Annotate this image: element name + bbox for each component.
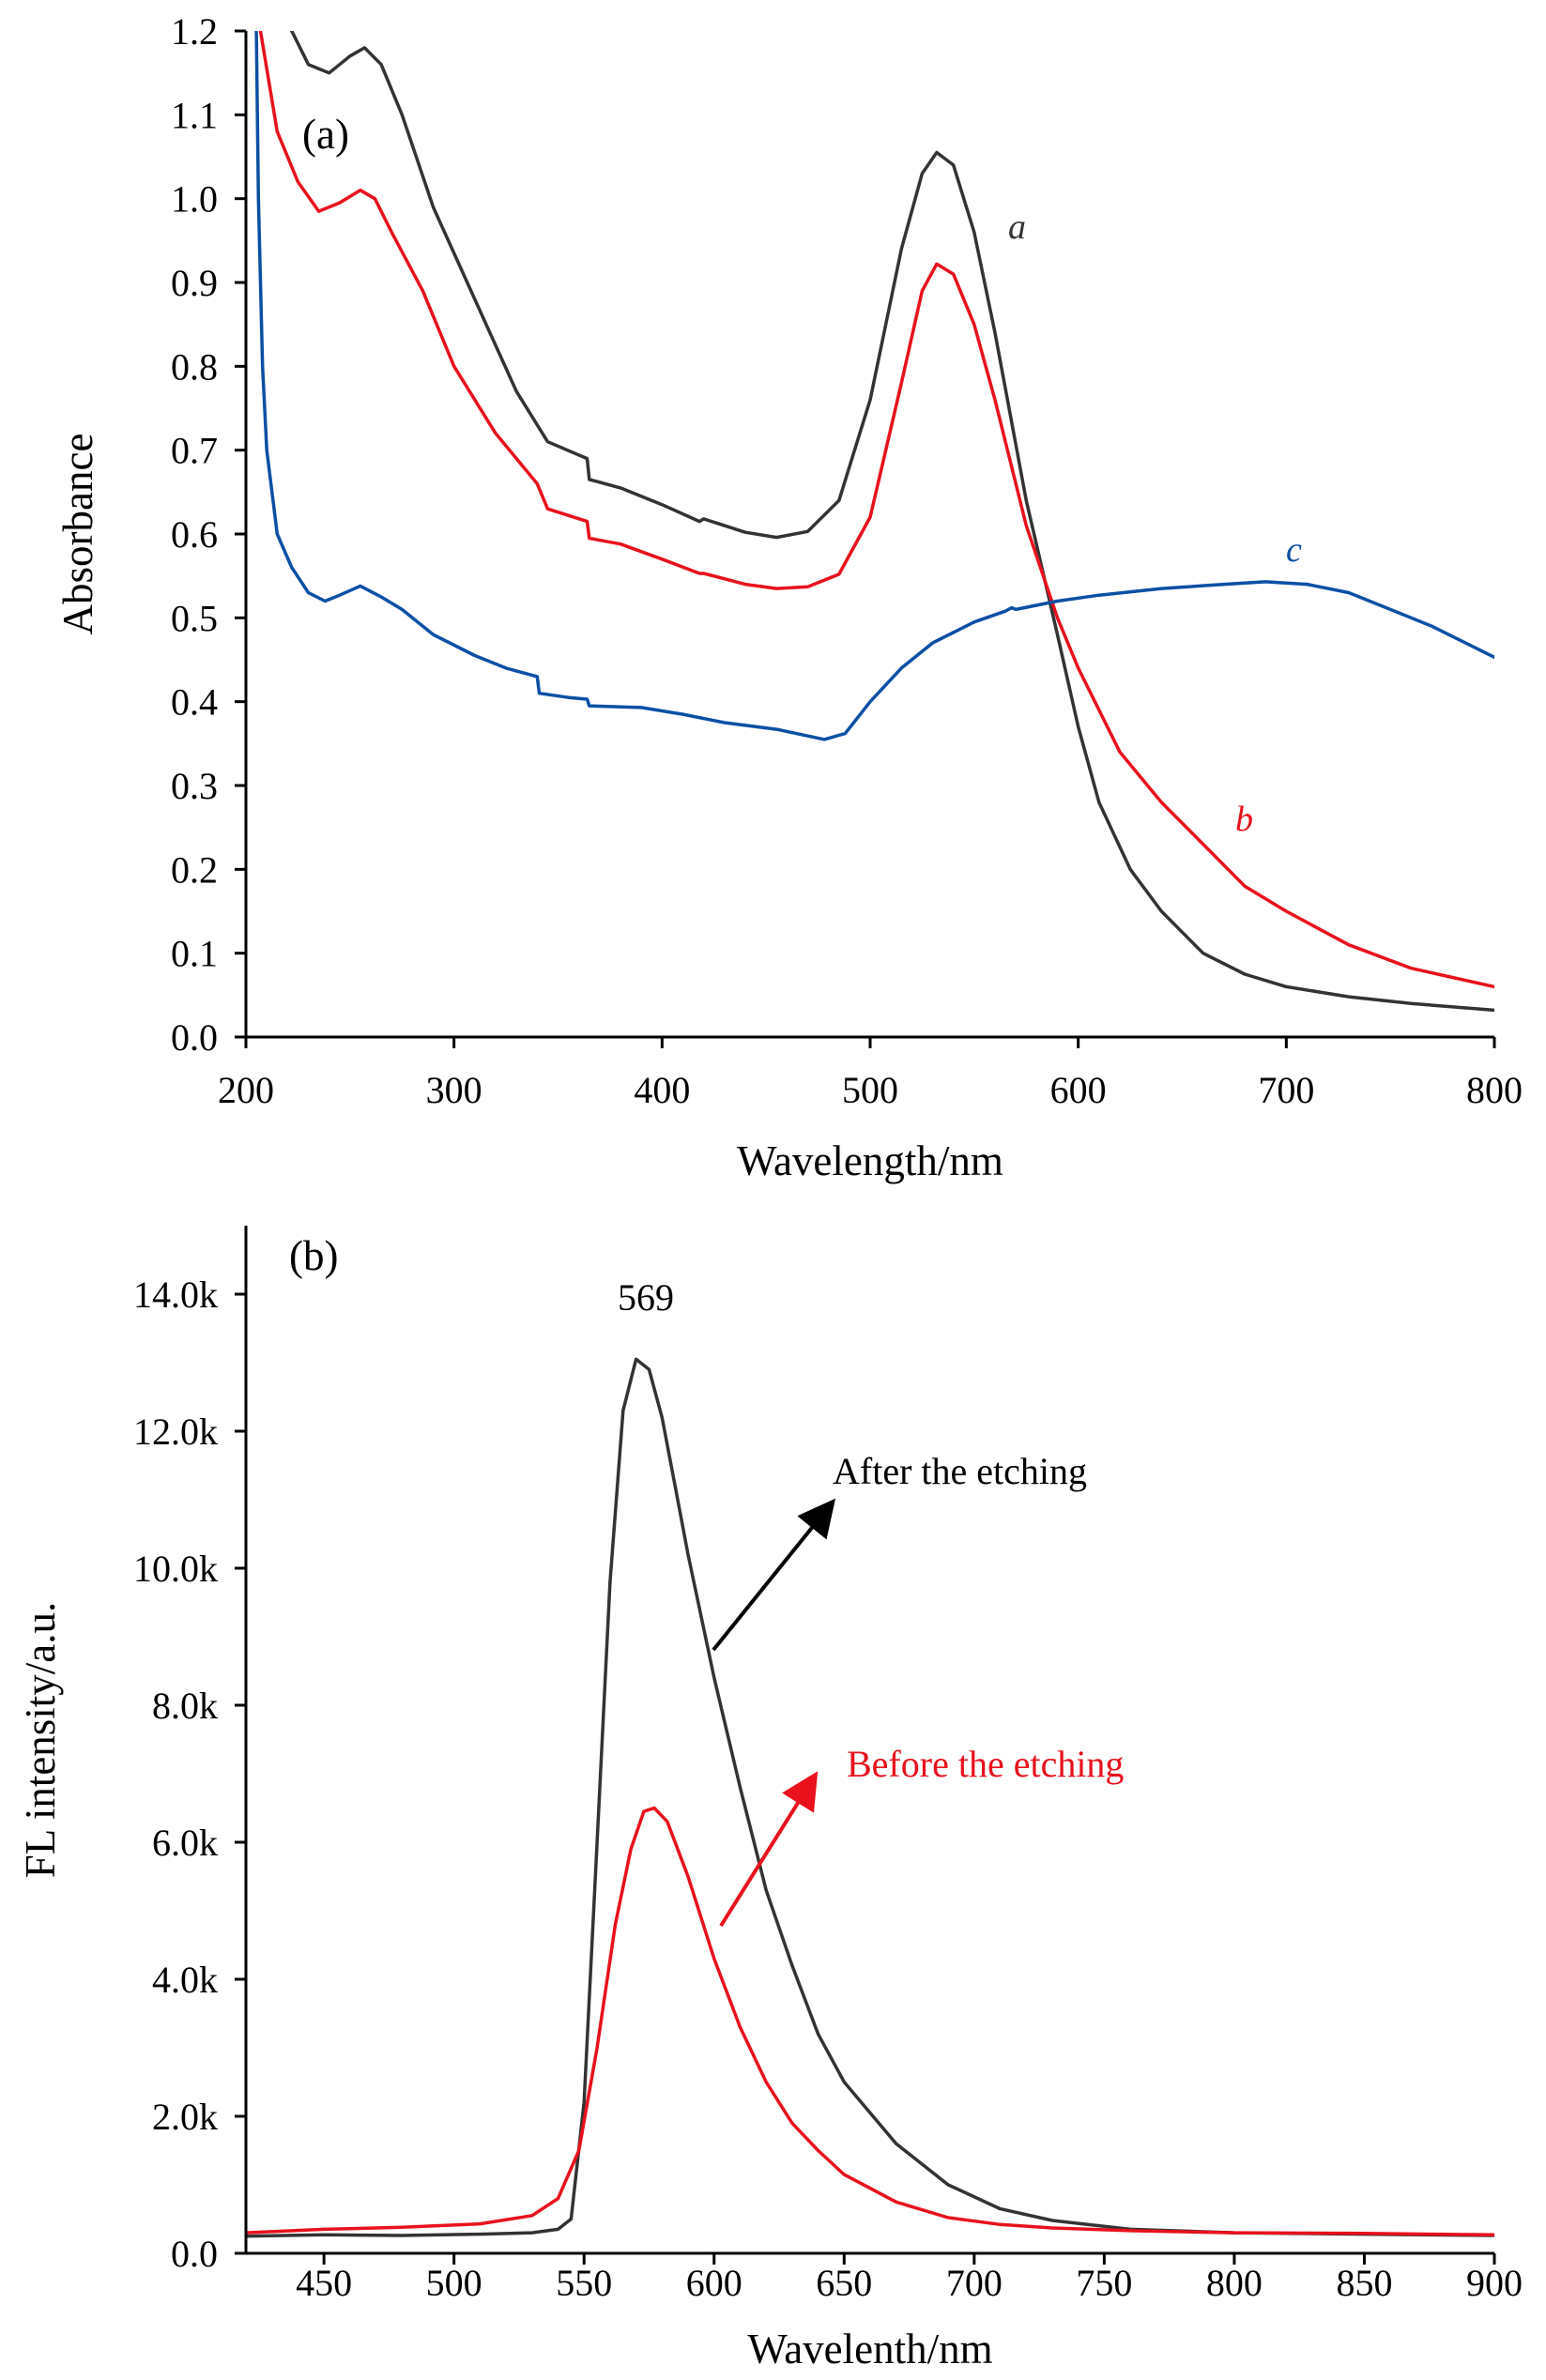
absorbance-y-tick-label: 1.2 — [171, 10, 218, 53]
fluorescence-y-tick-label: 14.0k — [133, 1274, 218, 1316]
fluorescence-x-tick-label: 750 — [1076, 2262, 1132, 2304]
before-etching-arrow — [719, 1771, 819, 1928]
absorbance-y-tick-label: 0.8 — [171, 345, 218, 388]
absorbance-x-axis-title: Wavelength/nm — [737, 1137, 1003, 1184]
absorbance-y-tick-label: 0.2 — [171, 848, 218, 891]
after-etching-arrow — [712, 1498, 836, 1652]
fluorescence-series-before-the-etching — [246, 1806, 1494, 2237]
absorbance-x-tick-label: 400 — [634, 1069, 690, 1111]
fluorescence-y-axis-title: FL intensity/a.u. — [17, 1602, 64, 1879]
curve-label-c: c — [1286, 530, 1302, 570]
absorbance-y-tick-label: 0.0 — [171, 1016, 218, 1059]
absorbance-series-c — [254, 31, 1494, 741]
absorbance-x-tick-label: 800 — [1466, 1069, 1523, 1111]
absorbance-y-axis-title: Absorbance — [54, 434, 101, 635]
absorbance-y-tick-label: 0.4 — [171, 681, 218, 724]
panel-label-a: (a) — [302, 111, 349, 158]
curve-label-a: a — [1008, 207, 1026, 247]
absorbance-y-tick-label: 0.1 — [171, 933, 218, 975]
fluorescence-x-tick-label: 900 — [1466, 2262, 1523, 2304]
absorbance-y-tick-label: 0.7 — [171, 430, 218, 472]
fluorescence-x-tick-label: 550 — [556, 2262, 612, 2304]
fluorescence-y-tick-label: 8.0k — [152, 1685, 218, 1727]
fluorescence-chart: 450 500 550 600 650 700 750 800 850 900 0.0 2.0k 4.… — [17, 1226, 1523, 2372]
absorbance-series-b — [258, 31, 1494, 989]
fluorescence-y-tick-label: 10.0k — [133, 1548, 218, 1590]
fluorescence-x-axis-title: Wavelenth/nm — [747, 2326, 992, 2372]
absorbance-x-tick-label: 300 — [426, 1069, 482, 1111]
fluorescence-y-tick-label: 0.0 — [171, 2233, 218, 2275]
absorbance-y-tick-label: 0.5 — [171, 597, 218, 639]
absorbance-y-tick-label: 0.3 — [171, 765, 218, 807]
absorbance-y-ticks: 0.0 0.1 0.2 0.3 0.4 0.5 0.6 0.7 0.8 0.9 1.0 1.1 1.2 — [171, 10, 246, 1059]
peak-label: 569 — [618, 1276, 674, 1319]
fluorescence-axes — [244, 1226, 1494, 2255]
absorbance-y-tick-label: 1.0 — [171, 178, 218, 221]
fluorescence-x-tick-label: 450 — [296, 2262, 352, 2304]
fluorescence-x-tick-label: 650 — [816, 2262, 872, 2304]
fluorescence-x-tick-label: 700 — [946, 2262, 1003, 2304]
fluorescence-series-group — [246, 1357, 1494, 2238]
fluorescence-x-tick-label: 600 — [686, 2262, 742, 2304]
fluorescence-y-tick-label: 12.0k — [133, 1411, 218, 1453]
fluorescence-x-tick-label: 500 — [426, 2262, 482, 2304]
before-etching-label: Before the etching — [847, 1743, 1124, 1785]
absorbance-chart: 200 300 400 500 600 700 800 0.0 0.1 0.2 0.3 0.4 0.5… — [54, 10, 1523, 1184]
absorbance-x-tick-label: 600 — [1050, 1069, 1107, 1111]
absorbance-x-tick-label: 700 — [1258, 1069, 1314, 1111]
panel-label-b: (b) — [289, 1232, 338, 1279]
absorbance-series-a — [290, 31, 1494, 1013]
absorbance-x-tick-label: 500 — [842, 1069, 898, 1111]
absorbance-y-tick-label: 0.9 — [171, 262, 218, 304]
absorbance-y-tick-label: 0.6 — [171, 513, 218, 556]
absorbance-x-ticks: 200 300 400 500 600 700 800 — [218, 1037, 1523, 1111]
fluorescence-x-tick-label: 800 — [1206, 2262, 1263, 2304]
fluorescence-x-ticks: 450 500 550 600 650 700 750 800 850 900 — [296, 2253, 1523, 2304]
after-etching-label: After the etching — [833, 1450, 1087, 1492]
absorbance-x-tick-label: 200 — [218, 1069, 274, 1111]
fluorescence-x-tick-label: 850 — [1336, 2262, 1392, 2304]
absorbance-series-group — [254, 31, 1494, 1013]
fluorescence-y-ticks: 0.0 2.0k 4.0k 6.0k 8.0k 10.0k 12.0k 14.0k — [133, 1274, 246, 2275]
fluorescence-y-tick-label: 4.0k — [152, 1959, 218, 2001]
absorbance-y-tick-label: 1.1 — [171, 94, 218, 136]
fluorescence-series-after-the-etching — [246, 1357, 1494, 2238]
fluorescence-y-tick-label: 2.0k — [152, 2096, 218, 2138]
curve-label-b: b — [1235, 800, 1253, 839]
fluorescence-y-tick-label: 6.0k — [152, 1822, 218, 1864]
absorbance-axes — [244, 31, 1494, 1039]
